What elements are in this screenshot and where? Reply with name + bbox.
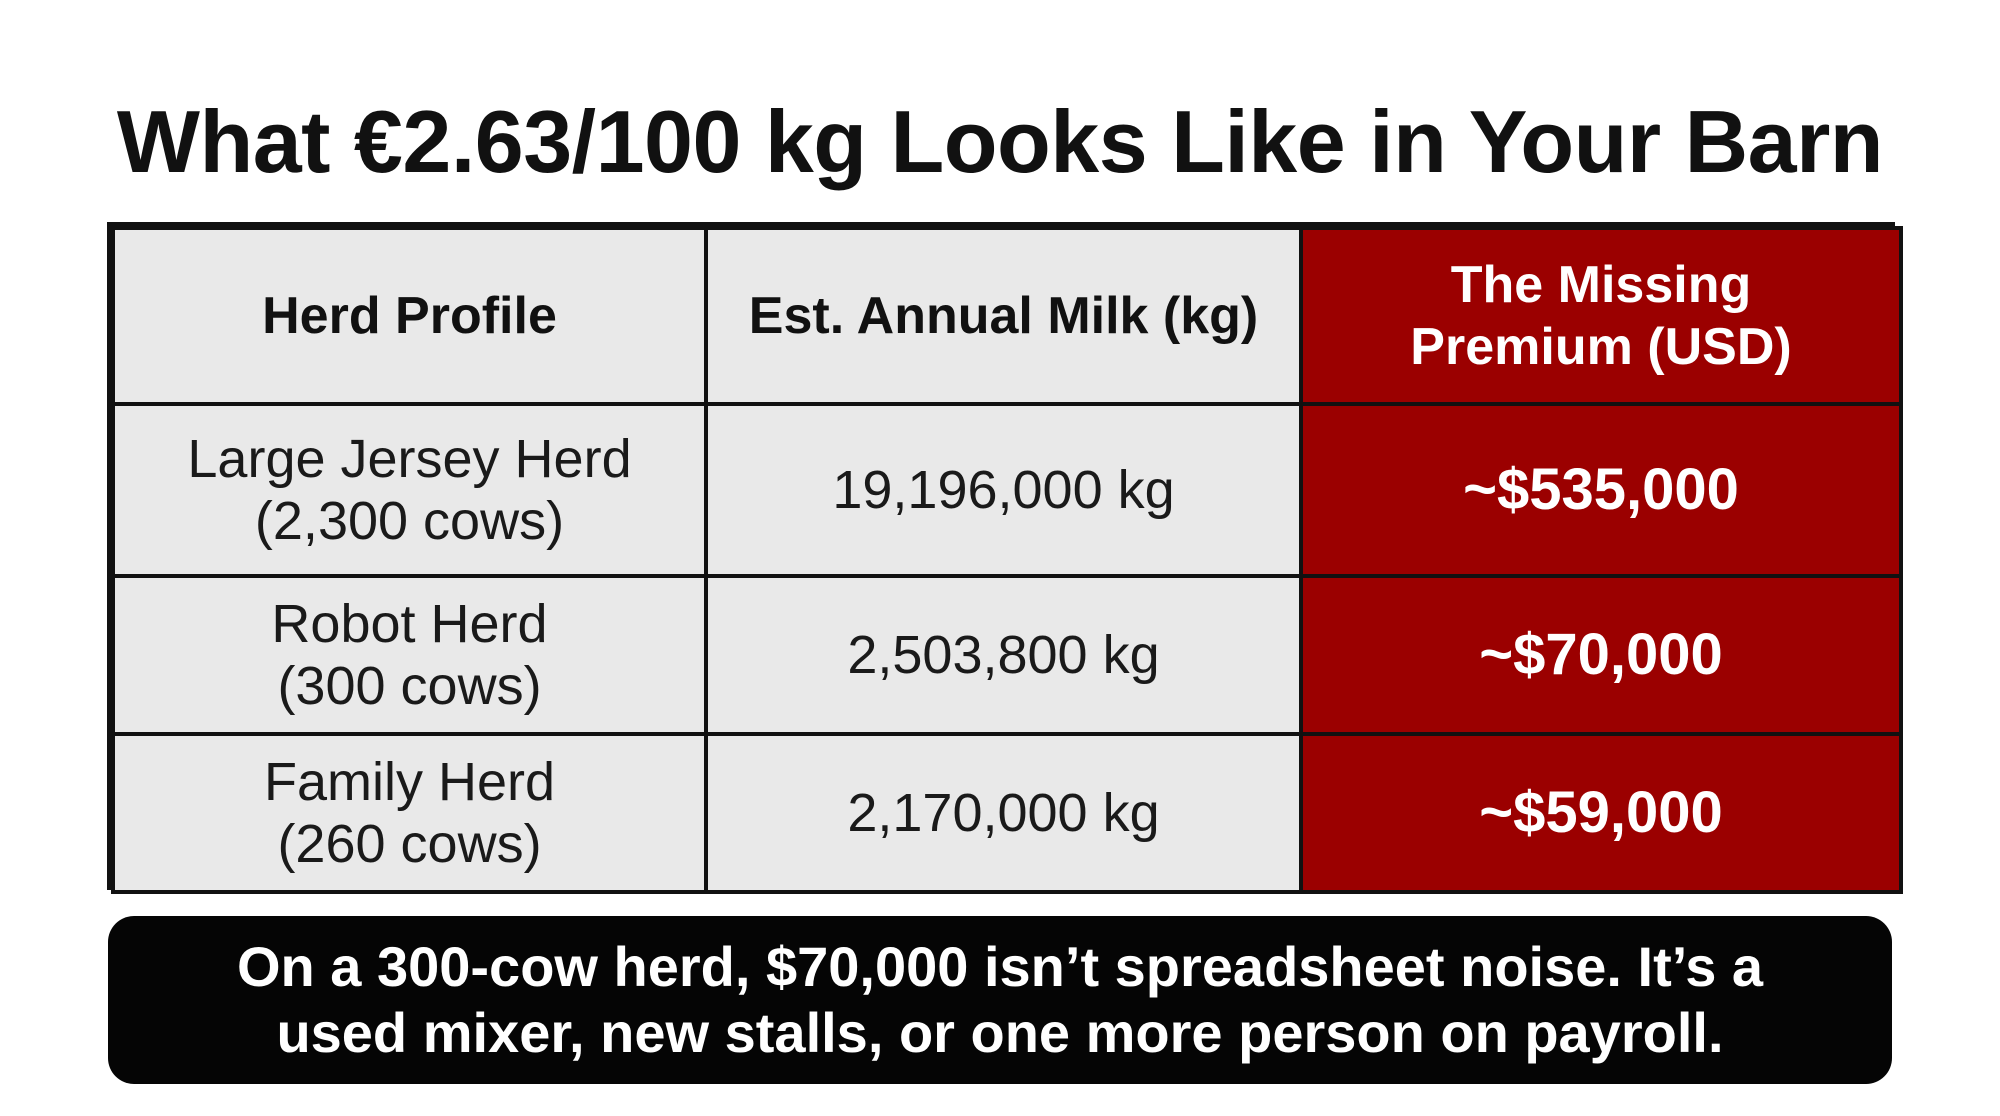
table-row: Family Herd (260 cows) 2,170,000 kg ~$59…: [111, 732, 1903, 894]
callout-banner: On a 300-cow herd, $70,000 isn’t spreads…: [108, 916, 1892, 1084]
column-header-herd-profile: Herd Profile: [111, 226, 708, 406]
column-header-premium-line-2: Premium (USD): [1410, 318, 1792, 376]
annual-milk-cell: 19,196,000 kg: [704, 402, 1303, 578]
herd-profile-cell: Robot Herd (300 cows): [111, 574, 708, 736]
herd-profile-name: Large Jersey Herd: [187, 429, 632, 489]
page-title: What €2.63/100 kg Looks Like in Your Bar…: [116, 92, 1884, 191]
callout-line-2: used mixer, new stalls, or one more pers…: [276, 1001, 1724, 1064]
herd-profile-cell: Large Jersey Herd (2,300 cows): [111, 402, 708, 578]
table-header-row: Herd Profile Est. Annual Milk (kg) The M…: [111, 226, 1903, 406]
table-row: Robot Herd (300 cows) 2,503,800 kg ~$70,…: [111, 574, 1903, 736]
premium-table: Herd Profile Est. Annual Milk (kg) The M…: [107, 222, 1903, 894]
callout-text: On a 300-cow herd, $70,000 isn’t spreads…: [237, 934, 1763, 1066]
herd-profile-cows: (300 cows): [277, 656, 542, 716]
herd-profile-name: Family Herd: [263, 752, 556, 812]
callout-line-1: On a 300-cow herd, $70,000 isn’t spreads…: [236, 935, 1764, 998]
herd-profile-cell: Family Herd (260 cows): [111, 732, 708, 894]
herd-profile-name: Robot Herd: [271, 594, 548, 654]
table-row: Large Jersey Herd (2,300 cows) 19,196,00…: [111, 402, 1903, 578]
column-header-missing-premium: The Missing Premium (USD): [1299, 226, 1903, 406]
herd-profile-cows: (260 cows): [277, 814, 542, 874]
annual-milk-cell: 2,170,000 kg: [704, 732, 1303, 894]
annual-milk-cell: 2,503,800 kg: [704, 574, 1303, 736]
column-header-annual-milk: Est. Annual Milk (kg): [704, 226, 1303, 406]
column-header-premium-line-1: The Missing: [1450, 256, 1752, 314]
missing-premium-cell: ~$70,000: [1299, 574, 1903, 736]
missing-premium-cell: ~$59,000: [1299, 732, 1903, 894]
missing-premium-cell: ~$535,000: [1299, 402, 1903, 578]
data-table: Herd Profile Est. Annual Milk (kg) The M…: [111, 226, 1903, 894]
herd-profile-cows: (2,300 cows): [254, 491, 565, 551]
